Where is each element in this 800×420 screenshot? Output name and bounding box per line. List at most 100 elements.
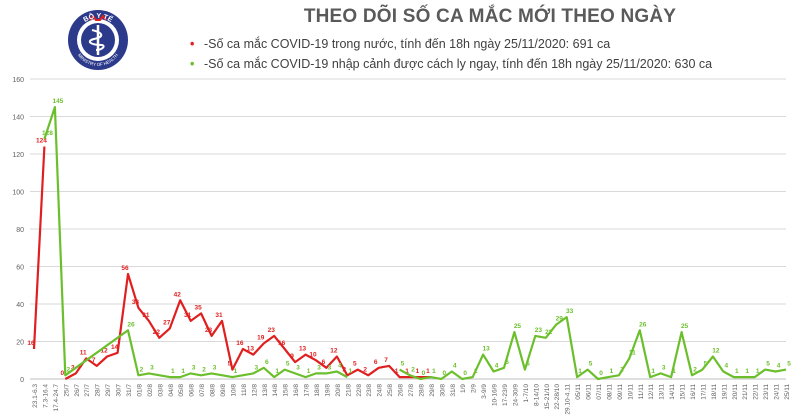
legend-marker-imported: • xyxy=(190,57,195,71)
x-tick-label: 16/11 xyxy=(690,384,697,400)
x-tick-label: 22/8 xyxy=(356,384,363,397)
x-tick-label: 23/11 xyxy=(763,384,770,400)
x-tick-label: 01/8 xyxy=(136,384,143,397)
x-tick-label: 08/8 xyxy=(210,384,217,397)
data-label: 1 xyxy=(416,368,420,375)
legend-marker-domestic: • xyxy=(190,37,195,51)
data-label: 2 xyxy=(363,366,367,373)
data-label: 1 xyxy=(349,368,353,375)
x-tick-label: 24/11 xyxy=(774,384,781,400)
x-tick-label: 09/8 xyxy=(220,384,227,397)
data-label: 1 xyxy=(735,368,739,375)
data-label: 3 xyxy=(255,364,259,371)
data-label: 5 xyxy=(401,361,405,368)
data-label: 1 xyxy=(578,368,582,375)
x-tick-label: 04/8 xyxy=(168,384,175,397)
x-tick-label: 29/8 xyxy=(429,384,436,397)
data-label: 3 xyxy=(317,364,321,371)
data-label: 1 xyxy=(181,368,185,375)
x-tick-label: 05/11 xyxy=(575,384,582,400)
data-label: 12 xyxy=(330,348,338,355)
legend-item-imported: • -Số ca mắc COVID-19 nhập cảnh được cách… xyxy=(190,57,712,71)
x-tick-label: 2/9 xyxy=(471,384,478,393)
x-tick-label: 08/11 xyxy=(606,384,613,400)
data-label: 1 xyxy=(432,368,436,375)
x-tick-label: 10/11 xyxy=(627,384,634,400)
x-tick-label: 11/8 xyxy=(241,384,248,397)
x-tick-label: 28/7 xyxy=(95,384,102,397)
y-tick-label: 80 xyxy=(16,227,24,234)
x-tick-label: 07/8 xyxy=(199,384,206,397)
data-label: 0 xyxy=(599,370,603,377)
x-tick-label: 1-7/10 xyxy=(523,384,530,403)
series-line-domestic xyxy=(32,146,46,350)
x-tick-label: 14/11 xyxy=(669,384,676,400)
data-label: 5 xyxy=(704,361,708,368)
x-tick-label: 31/8 xyxy=(450,384,457,397)
ministry-of-health-logo: BỘ Y TẾ MINISTRY OF HEALTH xyxy=(66,8,130,72)
data-label: 1 xyxy=(395,368,399,375)
data-label: 31 xyxy=(142,312,150,319)
data-label: 27 xyxy=(163,319,171,326)
data-label: 23 xyxy=(535,327,543,334)
x-tick-label: 14/8 xyxy=(272,384,279,397)
data-label: 1 xyxy=(745,368,749,375)
data-label: 3 xyxy=(150,364,154,371)
legend-label-imported: -Số ca mắc COVID-19 nhập cảnh được cách … xyxy=(204,57,713,71)
x-tick-label: 13/11 xyxy=(659,384,666,400)
x-tick-label: 11/11 xyxy=(638,384,645,400)
data-label: 3 xyxy=(296,364,300,371)
data-label: 3 xyxy=(213,364,217,371)
x-tick-label: 09/11 xyxy=(617,384,624,400)
data-label: 6 xyxy=(322,359,326,366)
data-label: 19 xyxy=(257,334,265,341)
data-label: 1 xyxy=(672,368,676,375)
x-tick-label: 24-30/9 xyxy=(512,384,519,406)
x-tick-label: 7.3-16.4 xyxy=(42,384,49,408)
x-tick-label: 18/8 xyxy=(314,384,321,397)
data-label: 23 xyxy=(205,327,213,334)
x-tick-label: 25/8 xyxy=(387,384,394,397)
data-label: 0 xyxy=(463,370,467,377)
x-tick-label: 1/9 xyxy=(460,384,467,393)
y-tick-label: 140 xyxy=(12,115,24,122)
x-tick-label: 8-14/10 xyxy=(533,384,540,406)
data-label: 5 xyxy=(228,361,232,368)
data-label: 56 xyxy=(121,265,129,272)
x-tick-label: 19/8 xyxy=(324,384,331,397)
x-tick-label: 06/8 xyxy=(189,384,196,397)
data-label: 16 xyxy=(27,340,35,347)
x-tick-label: 21/8 xyxy=(345,384,352,397)
x-tick-label: 23/8 xyxy=(366,384,373,397)
data-label: 3 xyxy=(662,364,666,371)
data-label: 16 xyxy=(278,340,286,347)
data-label: 4 xyxy=(495,363,499,370)
x-tick-label: 07/11 xyxy=(596,384,603,400)
x-tick-label: 24/8 xyxy=(377,384,384,397)
x-tick-label: 19/11 xyxy=(721,384,728,400)
x-tick-label: 27/7 xyxy=(84,384,91,397)
series-line-domestic xyxy=(64,272,431,380)
data-label: 25 xyxy=(681,323,689,330)
x-tick-label: 3-9/9 xyxy=(481,384,488,399)
x-tick-label: 12/11 xyxy=(648,384,655,400)
x-tick-label: 26/7 xyxy=(74,384,81,397)
data-label: 16 xyxy=(236,340,244,347)
y-tick-label: 0 xyxy=(20,377,24,384)
x-tick-label: 18/11 xyxy=(711,384,718,400)
data-label: 5 xyxy=(526,361,530,368)
x-tick-label: 29/7 xyxy=(105,384,112,397)
x-tick-label: 22/11 xyxy=(753,384,760,400)
y-tick-label: 160 xyxy=(12,77,24,84)
y-tick-label: 40 xyxy=(16,302,24,309)
data-label: 23 xyxy=(268,327,276,334)
series-line-imported xyxy=(43,105,348,379)
data-label: 25 xyxy=(514,323,522,330)
data-label: 33 xyxy=(566,308,574,315)
data-label: 6 xyxy=(505,359,509,366)
data-label: 6 xyxy=(374,359,378,366)
x-tick-label: 30/8 xyxy=(439,384,446,397)
data-label: 5 xyxy=(787,361,791,368)
data-label: 5 xyxy=(589,361,593,368)
